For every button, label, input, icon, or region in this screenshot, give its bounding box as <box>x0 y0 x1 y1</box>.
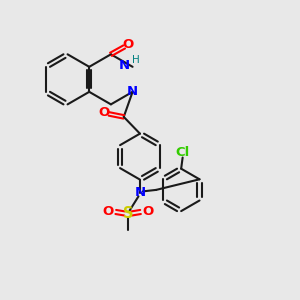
Text: N: N <box>119 59 130 72</box>
Text: N: N <box>127 85 138 98</box>
Text: S: S <box>123 206 134 221</box>
Text: O: O <box>142 206 154 218</box>
Text: O: O <box>103 206 114 218</box>
Text: N: N <box>134 186 146 199</box>
Text: H: H <box>132 55 140 65</box>
Text: Cl: Cl <box>176 146 190 159</box>
Text: O: O <box>123 38 134 50</box>
Text: O: O <box>98 106 109 119</box>
